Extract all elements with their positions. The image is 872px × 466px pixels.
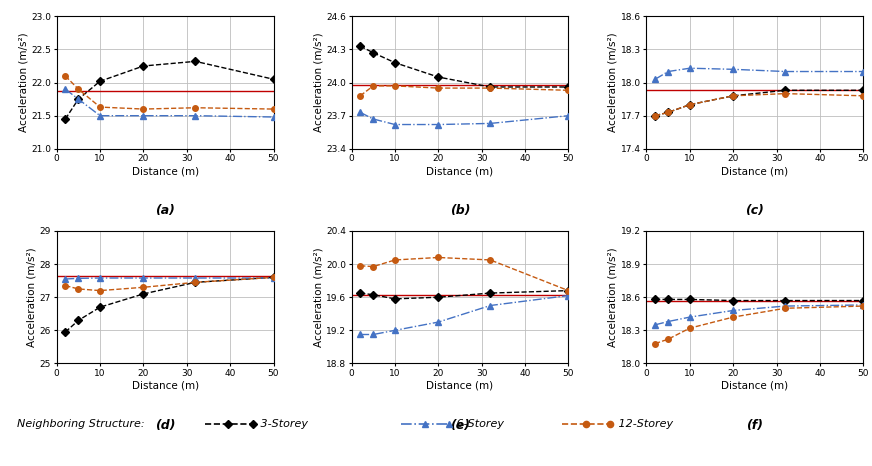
Text: (f): (f): [746, 419, 763, 432]
Text: (b): (b): [450, 205, 470, 218]
Y-axis label: Acceleration (m/s²): Acceleration (m/s²): [313, 33, 324, 132]
Text: (e): (e): [450, 419, 470, 432]
X-axis label: Distance (m): Distance (m): [426, 166, 494, 176]
Y-axis label: Acceleration (m/s²): Acceleration (m/s²): [608, 33, 618, 132]
X-axis label: Distance (m): Distance (m): [132, 381, 199, 391]
X-axis label: Distance (m): Distance (m): [132, 166, 199, 176]
X-axis label: Distance (m): Distance (m): [426, 381, 494, 391]
X-axis label: Distance (m): Distance (m): [721, 166, 788, 176]
X-axis label: Distance (m): Distance (m): [721, 381, 788, 391]
Text: 6-Storey: 6-Storey: [453, 419, 504, 429]
Text: 3-Storey: 3-Storey: [257, 419, 308, 429]
Y-axis label: Acceleration (m/s²): Acceleration (m/s²): [608, 247, 618, 347]
Text: (c): (c): [746, 205, 764, 218]
Y-axis label: Acceleration (m/s²): Acceleration (m/s²): [18, 33, 29, 132]
Y-axis label: Acceleration (m/s²): Acceleration (m/s²): [313, 247, 324, 347]
Text: Neighboring Structure:: Neighboring Structure:: [17, 419, 145, 429]
Y-axis label: Acceleration (m/s²): Acceleration (m/s²): [27, 247, 37, 347]
Text: (a): (a): [155, 205, 175, 218]
Text: (d): (d): [155, 419, 175, 432]
Text: 12-Storey: 12-Storey: [615, 419, 673, 429]
